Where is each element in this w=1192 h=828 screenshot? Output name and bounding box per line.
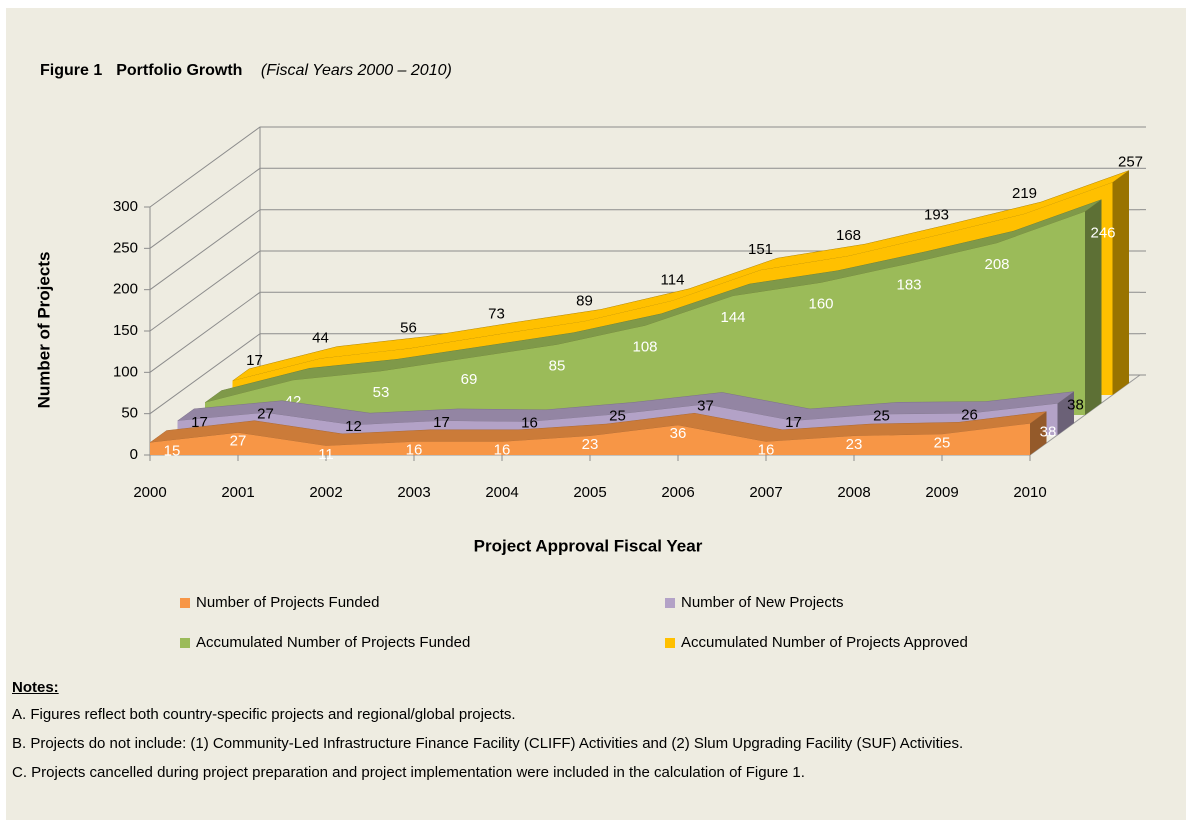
area-front (150, 423, 1030, 455)
data-label: 38 (1067, 397, 1084, 414)
data-label: 38 (1040, 424, 1057, 441)
data-label: 246 (1090, 225, 1115, 242)
x-tick-label: 2000 (133, 484, 166, 501)
data-label: 208 (984, 256, 1009, 273)
x-tick-label: 2003 (397, 484, 430, 501)
data-label: 11 (318, 446, 334, 463)
data-label: 168 (836, 227, 861, 244)
data-label: 89 (576, 292, 593, 309)
data-label: 183 (896, 277, 921, 294)
legend-swatch (180, 598, 190, 608)
y-axis-label: Number of Projects (34, 252, 53, 409)
data-label: 160 (808, 296, 833, 313)
x-tick-label: 2010 (1013, 484, 1046, 501)
data-label: 53 (373, 384, 390, 401)
chart: Number of Projects Project Approval Fisc… (34, 126, 1146, 651)
data-label: 219 (1012, 185, 1037, 202)
data-label: 36 (670, 425, 687, 442)
x-tick-label: 2004 (485, 484, 518, 501)
x-tick-label: 2008 (837, 484, 870, 501)
grid-line (149, 126, 1140, 208)
data-label: 114 (661, 272, 685, 289)
legend-label: Accumulated Number of Projects Approved (681, 634, 968, 651)
data-label: 17 (785, 414, 802, 431)
data-label: 16 (406, 442, 423, 459)
y-tick-label: 100 (113, 363, 138, 380)
y-tick-label: 150 (113, 322, 138, 339)
chart-title: Portfolio Growth (116, 62, 243, 79)
data-label: 15 (164, 443, 181, 460)
legend-swatch (665, 598, 675, 608)
data-label: 151 (748, 241, 773, 258)
y-tick-label: 50 (121, 405, 138, 422)
data-label: 257 (1118, 154, 1143, 171)
data-label: 73 (488, 306, 505, 323)
data-label: 12 (345, 418, 362, 435)
data-label: 26 (961, 406, 978, 423)
figure-label: Figure 1 (40, 62, 103, 79)
notes: Notes: A. Figures reflect both country-s… (12, 674, 1172, 789)
legend-label: Number of New Projects (681, 594, 844, 611)
area-side (1085, 199, 1102, 415)
y-tick-label: 0 (130, 446, 138, 463)
area-side (1112, 170, 1129, 395)
data-label: 25 (934, 434, 951, 451)
data-label: 108 (632, 339, 657, 356)
x-tick-label: 2006 (661, 484, 694, 501)
x-tick-label: 2001 (221, 484, 254, 501)
x-tick-label: 2009 (925, 484, 958, 501)
area-front (205, 211, 1085, 415)
data-label: 27 (257, 406, 274, 423)
data-label: 25 (609, 407, 626, 424)
data-label: 17 (246, 352, 263, 369)
data-label: 23 (846, 436, 863, 453)
note-item: B. Projects do not include: (1) Communit… (12, 735, 964, 752)
note-item: C. Projects cancelled during project pre… (12, 764, 805, 781)
legend-label: Accumulated Number of Projects Funded (196, 634, 470, 651)
data-label: 37 (697, 397, 714, 414)
data-label: 17 (433, 414, 450, 431)
y-tick-label: 200 (113, 281, 138, 298)
y-tick-label: 250 (113, 239, 138, 256)
area-side (1057, 391, 1074, 435)
x-axis-label: Project Approval Fiscal Year (474, 536, 703, 555)
data-label: 193 (924, 206, 949, 223)
data-label: 23 (582, 436, 599, 453)
data-label: 69 (461, 371, 478, 388)
notes-title: Notes: (12, 679, 59, 696)
data-label: 25 (873, 407, 890, 424)
legend-swatch (180, 638, 190, 648)
area-side (1030, 411, 1047, 455)
note-item: A. Figures reflect both country-specific… (12, 706, 516, 723)
x-tick-label: 2002 (309, 484, 342, 501)
data-label: 27 (230, 433, 247, 450)
data-label: 56 (400, 320, 417, 337)
legend-label: Number of Projects Funded (196, 594, 379, 611)
data-label: 144 (720, 309, 745, 326)
data-label: 16 (521, 415, 538, 432)
data-label: 16 (758, 442, 775, 459)
x-tick-label: 2005 (573, 484, 606, 501)
chart-subtitle: (Fiscal Years 2000 – 2010) (260, 62, 452, 79)
data-label: 85 (549, 358, 566, 375)
figure-title: Figure 1 Portfolio Growth (Fiscal Years 2… (40, 62, 452, 80)
data-label: 16 (494, 442, 511, 459)
y-tick-label: 300 (113, 198, 138, 215)
data-label: 44 (312, 330, 329, 347)
legend-swatch (665, 638, 675, 648)
x-tick-label: 2007 (749, 484, 782, 501)
